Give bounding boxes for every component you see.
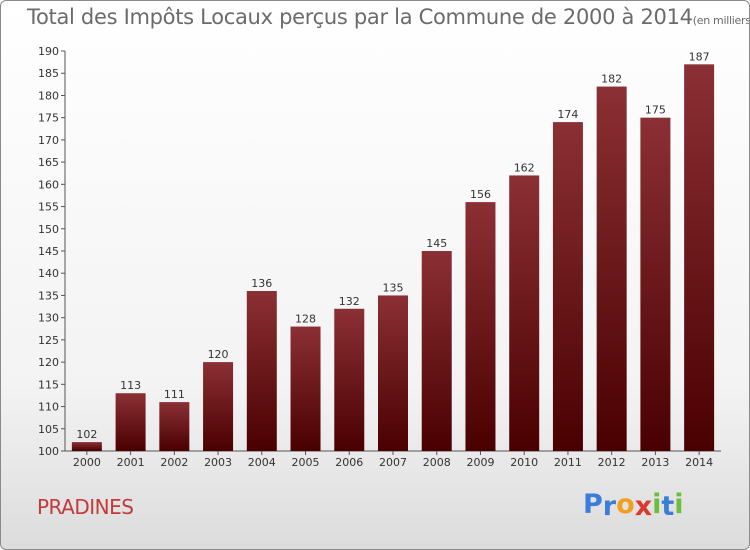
bar-2002 bbox=[159, 402, 190, 451]
x-tick-label-2007: 2007 bbox=[379, 456, 407, 469]
data-label-2000: 102 bbox=[76, 428, 97, 441]
x-tick-label-2005: 2005 bbox=[292, 456, 320, 469]
bar-2007 bbox=[378, 295, 408, 451]
y-tick-label: 145 bbox=[38, 245, 59, 258]
data-label-2010: 162 bbox=[514, 161, 535, 174]
data-label-2002: 111 bbox=[164, 388, 185, 401]
y-tick-label: 190 bbox=[38, 45, 59, 58]
bar-2004 bbox=[246, 291, 277, 451]
logo-letter: P bbox=[583, 489, 603, 520]
logo-letter: x bbox=[634, 491, 653, 522]
x-tick-label-2014: 2014 bbox=[685, 456, 713, 469]
proxiti-logo: Proxiti bbox=[583, 489, 684, 522]
y-tick-label: 100 bbox=[38, 445, 59, 458]
logo-letter: t bbox=[661, 491, 675, 522]
logo-letter: i bbox=[674, 489, 684, 520]
x-tick-label-2008: 2008 bbox=[423, 456, 451, 469]
y-tick-label: 120 bbox=[38, 356, 59, 369]
y-tick-label: 160 bbox=[38, 178, 59, 191]
x-tick-label-2000: 2000 bbox=[73, 456, 101, 469]
y-tick-label: 165 bbox=[38, 156, 59, 169]
bar-2009 bbox=[465, 202, 496, 451]
bar-2003 bbox=[203, 362, 234, 451]
data-label-2014: 187 bbox=[689, 50, 710, 63]
bar-2014 bbox=[684, 64, 715, 452]
axes: 100 105 110 115 120 125 130 135 140 145 150 155 160 1… bbox=[38, 45, 721, 469]
title-unit: (en milliers d'€) bbox=[692, 14, 750, 27]
data-label-2008: 145 bbox=[426, 237, 447, 250]
y-tick-label: 105 bbox=[38, 423, 59, 436]
bar-2008 bbox=[421, 251, 452, 451]
bar-2006 bbox=[334, 308, 365, 451]
y-tick-label: 110 bbox=[38, 401, 59, 414]
data-label-2009: 156 bbox=[470, 188, 491, 201]
bar-2010 bbox=[509, 175, 540, 451]
data-label-2007: 135 bbox=[383, 281, 404, 294]
x-tick-label-2003: 2003 bbox=[204, 456, 232, 469]
x-tick-label-2002: 2002 bbox=[160, 456, 188, 469]
x-tick-label-2001: 2001 bbox=[117, 456, 145, 469]
y-tick-label: 115 bbox=[38, 378, 59, 391]
data-label-2005: 128 bbox=[295, 313, 316, 326]
logo-letter: i bbox=[652, 489, 662, 520]
bar-2013 bbox=[640, 117, 671, 452]
bars bbox=[71, 64, 715, 452]
logo-letter: o bbox=[616, 489, 635, 520]
y-tick-label: 180 bbox=[38, 89, 59, 102]
data-label-2011: 174 bbox=[557, 108, 578, 121]
bar-2000 bbox=[71, 442, 102, 451]
y-tick-label: 130 bbox=[38, 312, 59, 325]
y-tick-label: 175 bbox=[38, 112, 59, 125]
x-tick-label-2011: 2011 bbox=[554, 456, 582, 469]
x-tick-label-2009: 2009 bbox=[466, 456, 494, 469]
data-labels: 102 113 111 120 136 128 132 135 145 156 162 174 182 1… bbox=[76, 50, 709, 441]
y-tick-label: 185 bbox=[38, 67, 59, 80]
bar-2011 bbox=[552, 122, 583, 451]
data-label-2006: 132 bbox=[339, 295, 360, 308]
data-label-2012: 182 bbox=[601, 73, 622, 86]
data-label-2004: 136 bbox=[251, 277, 272, 290]
data-label-2003: 120 bbox=[208, 348, 229, 361]
title-text: Total des Impôts Locaux perçus par la Co… bbox=[27, 5, 693, 29]
bar-2005 bbox=[290, 326, 321, 451]
x-tick-label-2006: 2006 bbox=[335, 456, 363, 469]
x-tick-label-2012: 2012 bbox=[598, 456, 626, 469]
logo-letter: r bbox=[602, 491, 617, 522]
bar-2012 bbox=[596, 86, 627, 452]
data-label-2013: 175 bbox=[645, 104, 666, 117]
y-tick-label: 135 bbox=[38, 289, 59, 302]
y-tick-label: 170 bbox=[38, 134, 59, 147]
data-label-2001: 113 bbox=[120, 379, 141, 392]
x-tick-label-2004: 2004 bbox=[248, 456, 276, 469]
y-tick-label: 125 bbox=[38, 334, 59, 347]
x-tick-label-2013: 2013 bbox=[641, 456, 669, 469]
chart-title: Total des Impôts Locaux perçus par la Co… bbox=[27, 5, 750, 29]
y-tick-label: 155 bbox=[38, 201, 59, 214]
bar-2001 bbox=[115, 393, 146, 451]
y-tick-label: 150 bbox=[38, 223, 59, 236]
y-tick-label: 140 bbox=[38, 267, 59, 280]
x-tick-label-2010: 2010 bbox=[510, 456, 538, 469]
commune-name: PRADINES bbox=[37, 495, 134, 519]
